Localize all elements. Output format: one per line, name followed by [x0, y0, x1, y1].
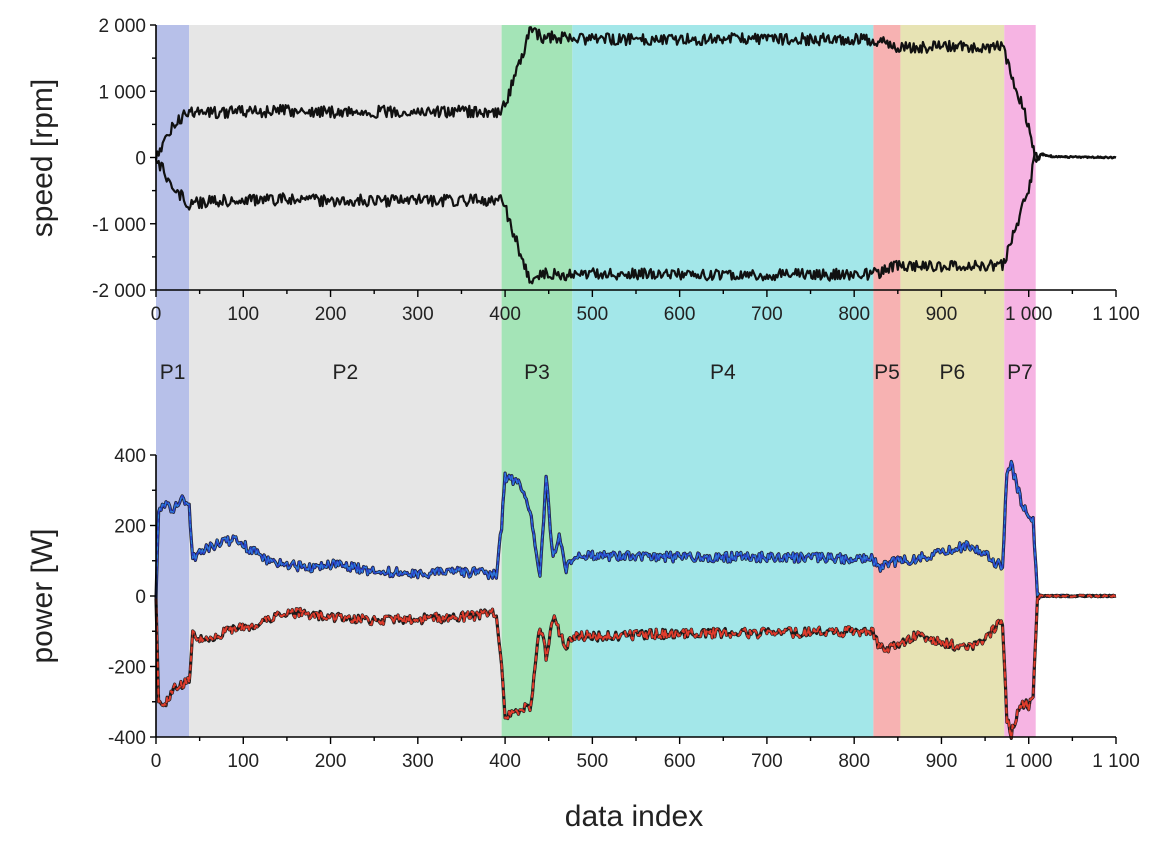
- phase-band-p3: [501, 25, 573, 737]
- speed-xtick-label: 400: [489, 304, 521, 325]
- phase-label-p1: P1: [160, 361, 186, 384]
- speed-series-1-line: [154, 26, 1117, 163]
- phase-labels: P1 P2 P3 P4 P5 P6 P7: [160, 361, 1033, 384]
- power-xtick-label: 400: [489, 751, 521, 772]
- power-plot: -400 -200 0 200 400 0 100 200 300 400 500 600 700 800…: [108, 446, 1140, 772]
- phase-band-p5: [873, 25, 901, 737]
- power-series-1-dash: [155, 461, 1116, 599]
- phase-label-p2: P2: [333, 361, 359, 384]
- speed-ytick-label: 0: [135, 149, 146, 170]
- speed-xtick-label: 900: [926, 304, 958, 325]
- power-xtick-label: 1 000: [1005, 751, 1053, 772]
- power-ytick-label: -400: [108, 728, 146, 749]
- speed-xtick-label: 0: [151, 304, 162, 325]
- phase-band-p6: [900, 25, 1005, 737]
- speed-plot: -2 000 -1 000 0 1 000 2 000 0 100 200 300 400 500 6…: [92, 16, 1140, 325]
- speed-xtick-label: 100: [227, 304, 259, 325]
- power-xtick-label: 500: [577, 751, 609, 772]
- x-axis-title: data index: [565, 800, 703, 833]
- speed-xtick-label: 600: [664, 304, 696, 325]
- speed-ytick-label: -2 000: [92, 281, 146, 302]
- speed-xtick-label: 1 000: [1005, 304, 1053, 325]
- power-xtick-label: 1 100: [1092, 751, 1140, 772]
- speed-xtick-label: 1 100: [1092, 304, 1140, 325]
- power-series-2-dash: [155, 594, 1117, 739]
- phase-band-p4: [572, 25, 874, 737]
- phase-label-p7: P7: [1007, 361, 1033, 384]
- power-xtick-label: 600: [664, 751, 696, 772]
- power-xtick-label: 200: [315, 751, 347, 772]
- power-ytick-label: 0: [135, 587, 146, 608]
- phase-label-p4: P4: [710, 361, 736, 384]
- speed-xtick-label: 300: [402, 304, 434, 325]
- power-xtick-label: 100: [227, 751, 259, 772]
- phase-label-p6: P6: [940, 361, 966, 384]
- speed-series-2-line: [155, 151, 1117, 285]
- power-ytick-label: 400: [114, 446, 146, 467]
- power-xtick-label: 300: [402, 751, 434, 772]
- phase-label-p5: P5: [874, 361, 900, 384]
- speed-xtick-label: 700: [751, 304, 783, 325]
- speed-ytick-label: -1 000: [92, 215, 146, 236]
- power-xtick-label: 900: [926, 751, 958, 772]
- phase-band-p7: [1004, 25, 1036, 737]
- power-xtick-label: 0: [151, 751, 162, 772]
- speed-xtick-label: 800: [838, 304, 870, 325]
- speed-xtick-label: 500: [577, 304, 609, 325]
- phase-label-p3: P3: [524, 361, 550, 384]
- power-ytick-label: -200: [108, 658, 146, 679]
- power-axis-title: power [W]: [26, 528, 59, 663]
- speed-axis-title: speed [rpm]: [26, 79, 59, 237]
- speed-ytick-label: 2 000: [98, 16, 146, 37]
- power-xtick-label: 700: [751, 751, 783, 772]
- phase-bands: [156, 25, 1036, 737]
- speed-ytick-label: 1 000: [98, 82, 146, 103]
- power-ytick-label: 200: [114, 517, 146, 538]
- speed-xtick-label: 200: [315, 304, 347, 325]
- power-xtick-label: 800: [838, 751, 870, 772]
